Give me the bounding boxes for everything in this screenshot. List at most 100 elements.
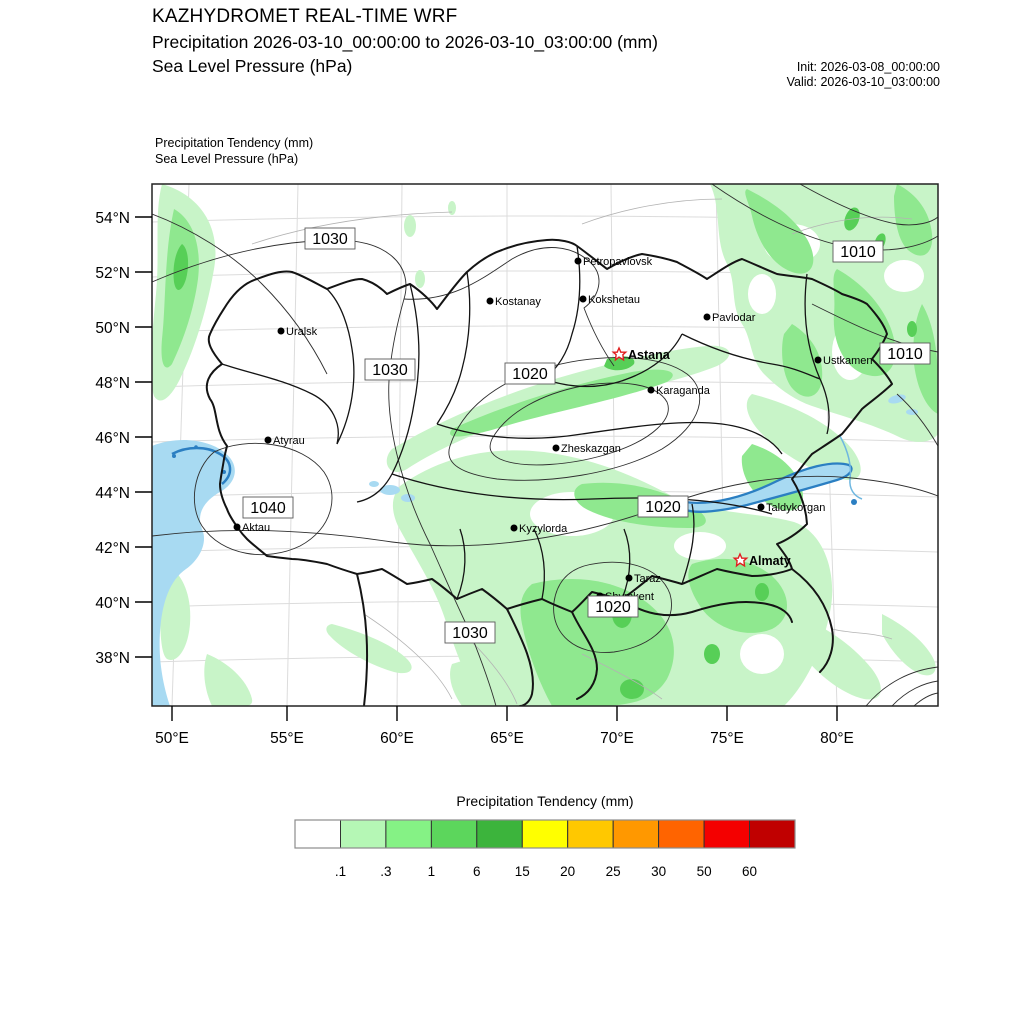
colorbar-cell [476, 819, 523, 849]
colorbar-cell [749, 819, 796, 849]
precip-area [782, 324, 823, 397]
small-lake [369, 481, 379, 487]
colorbar-tick-label: .1 [335, 864, 346, 879]
oblast-border [543, 245, 581, 380]
colorbar-cell [658, 819, 705, 849]
colorbar-tick-label: 60 [742, 864, 757, 879]
pressure-label: 1010 [832, 240, 884, 263]
pressure-label-box [637, 495, 689, 518]
oblast-border [621, 528, 631, 600]
colorbar-tick-label: 25 [606, 864, 621, 879]
pressure-label: 1040 [242, 496, 294, 519]
city-dot [625, 574, 633, 582]
precipitation-shading [152, 184, 938, 706]
pressure-label: 1030 [364, 358, 416, 381]
run-times: Init: 2026-03-08_00:00:00 Valid: 2026-03… [640, 60, 940, 90]
small-lake [401, 494, 415, 502]
precip-area [755, 583, 769, 601]
water-bodies [152, 394, 918, 706]
pressure-label-text: 1010 [887, 346, 923, 363]
city-kyzylorda: Kyzylorda [510, 523, 568, 535]
map-panel: Petropavlovsk Kostanay Kokshetau Pavloda… [151, 183, 939, 707]
panel-legend-precip: Precipitation Tendency (mm) [155, 136, 314, 150]
small-lake [888, 394, 906, 404]
city-kokshetau: Kokshetau [579, 294, 640, 306]
contour-1030-branch [403, 247, 615, 367]
precip-area [448, 201, 456, 215]
contour-line [865, 666, 938, 706]
oblast-border [436, 271, 471, 425]
admin-line [581, 653, 663, 700]
colorbar-cell [521, 819, 569, 849]
precip-area [907, 321, 917, 337]
city-label: Zheskazgan [561, 443, 621, 455]
pressure-label: 1030 [304, 227, 356, 250]
lon-tick-label: 70°E [600, 730, 634, 747]
city-dot [510, 524, 518, 532]
capital-label: Astana [628, 348, 671, 362]
neighbor-border [621, 598, 793, 623]
capital-label: Almaty [749, 554, 791, 568]
colorbar-tick-label: 6 [473, 864, 481, 879]
city-dot [647, 386, 655, 394]
precip-gap [748, 274, 776, 314]
pressure-label-box [879, 342, 931, 365]
colorbar-tick-label: 20 [560, 864, 575, 879]
precip-area [704, 644, 720, 664]
longitude-axis: 50°E 55°E 60°E 65°E 70°E 75°E 80°E [155, 706, 854, 747]
colorbar-cell [340, 819, 387, 849]
pressure-label-text: 1030 [452, 625, 488, 642]
precip-area [326, 624, 412, 674]
precip-area [746, 394, 861, 480]
pressure-label-box [832, 240, 884, 263]
pressure-label-text: 1020 [645, 499, 681, 516]
colorbar-cell [385, 819, 432, 849]
city-atyrau: Atyrau [264, 435, 305, 447]
city-dot [552, 444, 560, 452]
city-petropavlovsk: Petropavlovsk [574, 256, 653, 268]
city-label: Ustkamen [823, 355, 873, 367]
pressure-label-text: 1040 [250, 500, 286, 517]
city-dot [264, 436, 272, 444]
caspian-north-coast [171, 446, 232, 485]
city-taldykorgan: Taldykorgan [757, 502, 825, 514]
city-label: Taldykorgan [766, 502, 825, 514]
coastline-dot [194, 445, 198, 449]
lon-tick-label: 65°E [490, 730, 524, 747]
latitude-axis: 54°N 52°N 50°N 48°N 46°N 44°N 42°N 40°N … [95, 210, 152, 667]
colorbar-tick-label: 50 [697, 864, 712, 879]
neighbor-border [506, 608, 534, 706]
precip-area [392, 450, 833, 706]
city-karaganda: Karaganda [647, 385, 711, 397]
pressure-label: 1020 [587, 595, 639, 618]
pressure-label: 1020 [504, 362, 556, 385]
city-label: Kostanay [495, 296, 541, 308]
lon-tick-label: 60°E [380, 730, 414, 747]
kazakhstan-border [205, 238, 893, 613]
lon-tick-label: 75°E [710, 730, 744, 747]
city-label: Kokshetau [588, 294, 640, 306]
pressure-label-box [242, 496, 294, 519]
precip-gap [740, 634, 784, 674]
contour-line [896, 393, 938, 447]
lat-tick-label: 44°N [95, 485, 130, 502]
contour-line [913, 692, 938, 706]
lat-tick-label: 50°N [95, 320, 130, 337]
precip-area [745, 189, 814, 274]
lat-tick-label: 42°N [95, 540, 130, 557]
precip-area [620, 679, 644, 699]
city-label: Aktau [242, 522, 270, 534]
oblast-border [681, 333, 821, 380]
contour-1020-loop [553, 561, 672, 653]
oblast-border [456, 528, 466, 600]
pressure-label-box [504, 362, 556, 385]
city-label: Atyrau [273, 435, 305, 447]
city-kostanay: Kostanay [486, 296, 541, 308]
colorbar-cell [294, 819, 341, 849]
precip-area [788, 614, 881, 700]
pressure-label-text: 1030 [372, 362, 408, 379]
colorbar-cell [703, 819, 750, 849]
precip-area [450, 659, 523, 706]
pressure-label-box [587, 595, 639, 618]
